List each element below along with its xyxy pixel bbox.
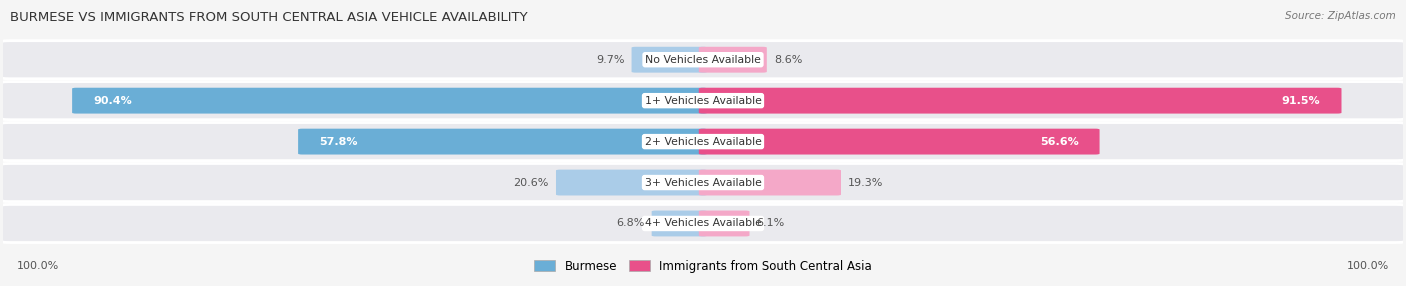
Text: 6.1%: 6.1% [756, 219, 785, 229]
FancyBboxPatch shape [699, 210, 749, 237]
FancyBboxPatch shape [699, 88, 1341, 114]
Text: 100.0%: 100.0% [17, 261, 59, 271]
Text: Source: ZipAtlas.com: Source: ZipAtlas.com [1285, 11, 1396, 21]
FancyBboxPatch shape [298, 129, 707, 154]
Legend: Burmese, Immigrants from South Central Asia: Burmese, Immigrants from South Central A… [529, 255, 877, 277]
Text: 3+ Vehicles Available: 3+ Vehicles Available [644, 178, 762, 188]
Text: 19.3%: 19.3% [848, 178, 883, 188]
Text: 100.0%: 100.0% [1347, 261, 1389, 271]
FancyBboxPatch shape [0, 204, 1406, 243]
Text: 91.5%: 91.5% [1282, 96, 1320, 106]
FancyBboxPatch shape [631, 47, 707, 73]
FancyBboxPatch shape [555, 170, 707, 195]
Text: 8.6%: 8.6% [773, 55, 803, 65]
Text: 57.8%: 57.8% [319, 137, 357, 147]
FancyBboxPatch shape [699, 170, 841, 195]
FancyBboxPatch shape [0, 82, 1406, 120]
Text: 20.6%: 20.6% [513, 178, 548, 188]
FancyBboxPatch shape [72, 88, 707, 114]
Text: 9.7%: 9.7% [596, 55, 624, 65]
FancyBboxPatch shape [651, 210, 707, 237]
Text: No Vehicles Available: No Vehicles Available [645, 55, 761, 65]
Text: 2+ Vehicles Available: 2+ Vehicles Available [644, 137, 762, 147]
FancyBboxPatch shape [0, 123, 1406, 161]
Text: 1+ Vehicles Available: 1+ Vehicles Available [644, 96, 762, 106]
Text: 4+ Vehicles Available: 4+ Vehicles Available [644, 219, 762, 229]
FancyBboxPatch shape [699, 47, 766, 73]
Text: 56.6%: 56.6% [1040, 137, 1078, 147]
Text: 90.4%: 90.4% [93, 96, 132, 106]
FancyBboxPatch shape [0, 41, 1406, 79]
FancyBboxPatch shape [699, 129, 1099, 154]
Text: BURMESE VS IMMIGRANTS FROM SOUTH CENTRAL ASIA VEHICLE AVAILABILITY: BURMESE VS IMMIGRANTS FROM SOUTH CENTRAL… [10, 11, 527, 24]
Text: 6.8%: 6.8% [616, 219, 645, 229]
FancyBboxPatch shape [0, 164, 1406, 202]
